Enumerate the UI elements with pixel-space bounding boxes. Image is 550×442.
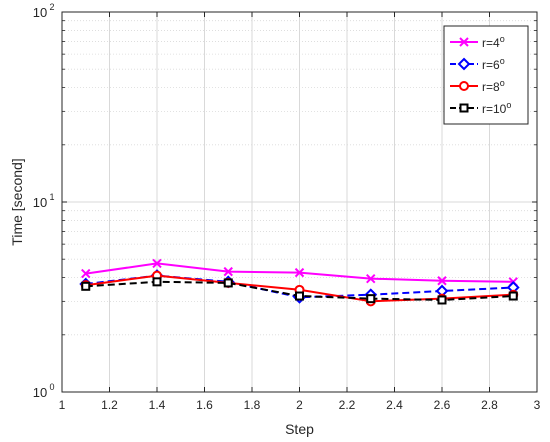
series-r4 <box>81 258 518 287</box>
data-point <box>295 291 304 301</box>
x-tick-label: 2.6 <box>434 398 451 412</box>
legend-label: r=10o <box>482 100 511 116</box>
x-tick-label: 1.8 <box>244 398 261 412</box>
data-point <box>81 281 91 291</box>
data-point <box>294 267 305 278</box>
legend-marker <box>459 81 469 91</box>
legend-label-superscript: o <box>500 34 505 44</box>
y-tick-exponent: 1 <box>49 192 54 202</box>
legend-marker <box>459 103 469 113</box>
legend: r=4o r=6o r=8o r=10o <box>443 25 529 125</box>
data-point <box>437 295 447 305</box>
legend-label-superscript: o <box>500 78 505 88</box>
legend-marker <box>459 37 469 47</box>
legend-label: r=4o <box>482 34 505 50</box>
legend-entry: r=8o <box>450 78 505 94</box>
series-layer <box>79 258 520 307</box>
series-r10 <box>81 277 518 305</box>
legend-label-superscript: o <box>500 56 505 66</box>
data-point <box>223 266 233 277</box>
legend-label: r=6o <box>482 56 505 72</box>
x-tick-label: 1.6 <box>196 398 213 412</box>
x-tick-label: 3 <box>534 398 541 412</box>
y-axis-label: Time [second] <box>9 158 25 245</box>
y-tick-label: 10 <box>33 195 47 210</box>
y-tick-label: 10 <box>33 385 47 400</box>
x-tick-label: 2.8 <box>481 398 498 412</box>
data-point <box>437 276 447 286</box>
y-tick-label: 10 <box>33 5 47 20</box>
data-point <box>508 291 518 301</box>
data-point <box>152 258 162 269</box>
x-tick-label: 1.2 <box>101 398 118 412</box>
x-axis-label: Step <box>285 421 314 437</box>
data-point <box>366 273 376 284</box>
legend-entry: r=10o <box>450 100 511 116</box>
data-point <box>152 277 162 287</box>
data-point <box>366 294 376 304</box>
y-tick-exponent: 0 <box>49 382 54 392</box>
x-tick-label: 1 <box>59 398 66 412</box>
y-tick-exponent: 2 <box>49 2 54 12</box>
data-point <box>223 278 233 288</box>
x-tick-label: 2.2 <box>339 398 356 412</box>
x-tick-label: 1.4 <box>149 398 166 412</box>
legend-entry: r=4o <box>450 34 505 50</box>
legend-entry: r=6o <box>450 56 505 72</box>
x-tick-label: 2 <box>296 398 303 412</box>
legend-label: r=8o <box>482 78 505 94</box>
legend-marker <box>457 57 471 71</box>
x-tick-label: 2.4 <box>386 398 403 412</box>
data-point <box>81 268 91 279</box>
legend-label-superscript: o <box>506 100 511 110</box>
